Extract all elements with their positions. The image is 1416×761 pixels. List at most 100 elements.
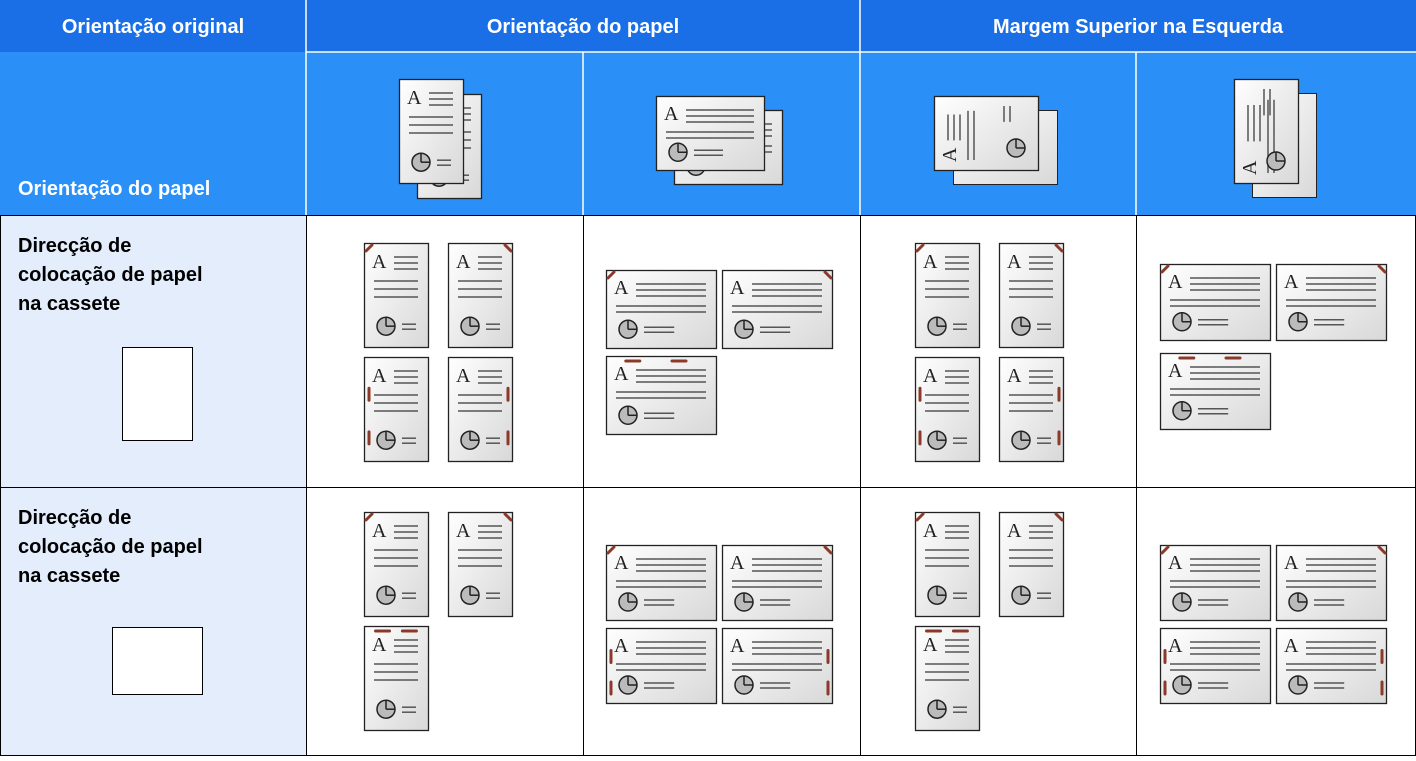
- page-sheet: [363, 511, 430, 618]
- header-bar: [0, 0, 1416, 52]
- letter-a: A: [456, 365, 471, 387]
- letter-a: A: [614, 277, 629, 299]
- letter-a: A: [614, 363, 629, 385]
- line: [606, 545, 616, 555]
- page: A: [398, 78, 465, 185]
- line: [915, 512, 925, 522]
- page-sheet: [447, 242, 514, 349]
- letter-a: A: [456, 251, 471, 273]
- page-sheet: [914, 242, 981, 349]
- letter-a: A: [614, 635, 629, 657]
- page: A: [605, 627, 718, 705]
- row-label: Direcção de: [18, 235, 131, 257]
- letter-a: A: [923, 634, 938, 656]
- page-sheet: [914, 356, 981, 463]
- line: [1377, 545, 1387, 555]
- line: [503, 512, 513, 522]
- icons: AAAAAAAAAAAAAAAAAAAAAAAAAAAAAAAAAA: [363, 78, 1388, 732]
- row-label: Direcção de: [18, 507, 131, 529]
- page-sheet: [447, 511, 514, 618]
- page: A: [914, 356, 981, 463]
- page: A: [447, 511, 514, 618]
- page: A: [447, 242, 514, 349]
- paper-portrait: [122, 347, 193, 441]
- line: [503, 243, 513, 253]
- page-sheet: [998, 242, 1065, 349]
- letter-a: A: [664, 103, 679, 125]
- page: A: [447, 356, 514, 463]
- letter-a: A: [939, 147, 961, 162]
- page: A: [1233, 78, 1300, 185]
- page: A: [605, 544, 718, 622]
- line: [1377, 264, 1387, 274]
- letter-a: A: [407, 87, 422, 109]
- page-sheet: [447, 356, 514, 463]
- row-label: colocação de papel: [18, 264, 203, 286]
- page-sheet: [398, 78, 465, 185]
- letter-a: A: [923, 365, 938, 387]
- letter-a: A: [1168, 271, 1183, 293]
- letter-a: A: [730, 635, 745, 657]
- page-sheet: [363, 356, 430, 463]
- page: A: [363, 511, 430, 618]
- letter-a: A: [372, 251, 387, 273]
- page: A: [998, 356, 1065, 463]
- page-sheet: [1233, 78, 1300, 185]
- letter-a: A: [1007, 365, 1022, 387]
- letter-a: A: [1284, 635, 1299, 657]
- column-header: Orientação do papel: [487, 16, 679, 38]
- line: [823, 270, 833, 280]
- page: A: [721, 269, 834, 350]
- page: A: [1275, 627, 1388, 705]
- page: A: [363, 242, 430, 349]
- letter-a: A: [372, 634, 387, 656]
- line: [606, 270, 616, 280]
- line: [1054, 512, 1064, 522]
- letter-a: A: [1168, 360, 1183, 382]
- line: [823, 545, 833, 555]
- letter-a: A: [1239, 160, 1261, 175]
- page: A: [605, 355, 718, 436]
- line: [364, 243, 374, 253]
- page-sheet: [998, 511, 1065, 618]
- page: A: [914, 242, 981, 349]
- page: A: [933, 95, 1040, 172]
- letter-a: A: [614, 552, 629, 574]
- letter-a: A: [923, 251, 938, 273]
- letter-a: A: [730, 277, 745, 299]
- page: A: [1159, 544, 1272, 622]
- page: A: [998, 511, 1065, 618]
- page-sheet: [363, 242, 430, 349]
- page: A: [363, 356, 430, 463]
- row-label: na cassete: [18, 565, 120, 587]
- page: A: [655, 95, 766, 172]
- row-label: na cassete: [18, 293, 120, 315]
- letter-a: A: [1007, 520, 1022, 542]
- letter-a: A: [456, 520, 471, 542]
- letter-a: A: [730, 552, 745, 574]
- page: A: [1159, 627, 1272, 705]
- letter-a: A: [1168, 635, 1183, 657]
- letter-a: A: [1168, 552, 1183, 574]
- page: A: [1159, 352, 1272, 431]
- page: A: [1159, 263, 1272, 342]
- page-sheet: [933, 95, 1040, 172]
- line: [915, 243, 925, 253]
- page: A: [998, 242, 1065, 349]
- letter-a: A: [372, 520, 387, 542]
- paper-landscape: [112, 627, 203, 695]
- page-sheet: [998, 356, 1065, 463]
- line: [1160, 264, 1170, 274]
- page: A: [721, 544, 834, 622]
- page-sheet: [363, 625, 430, 732]
- letter-a: A: [1284, 271, 1299, 293]
- line: [364, 512, 374, 522]
- page: A: [605, 269, 718, 350]
- column-header: Margem Superior na Esquerda: [993, 16, 1284, 38]
- page: A: [1275, 263, 1388, 342]
- row-label: colocação de papel: [18, 536, 203, 558]
- letter-a: A: [1007, 251, 1022, 273]
- line: [1054, 243, 1064, 253]
- line: [1160, 545, 1170, 555]
